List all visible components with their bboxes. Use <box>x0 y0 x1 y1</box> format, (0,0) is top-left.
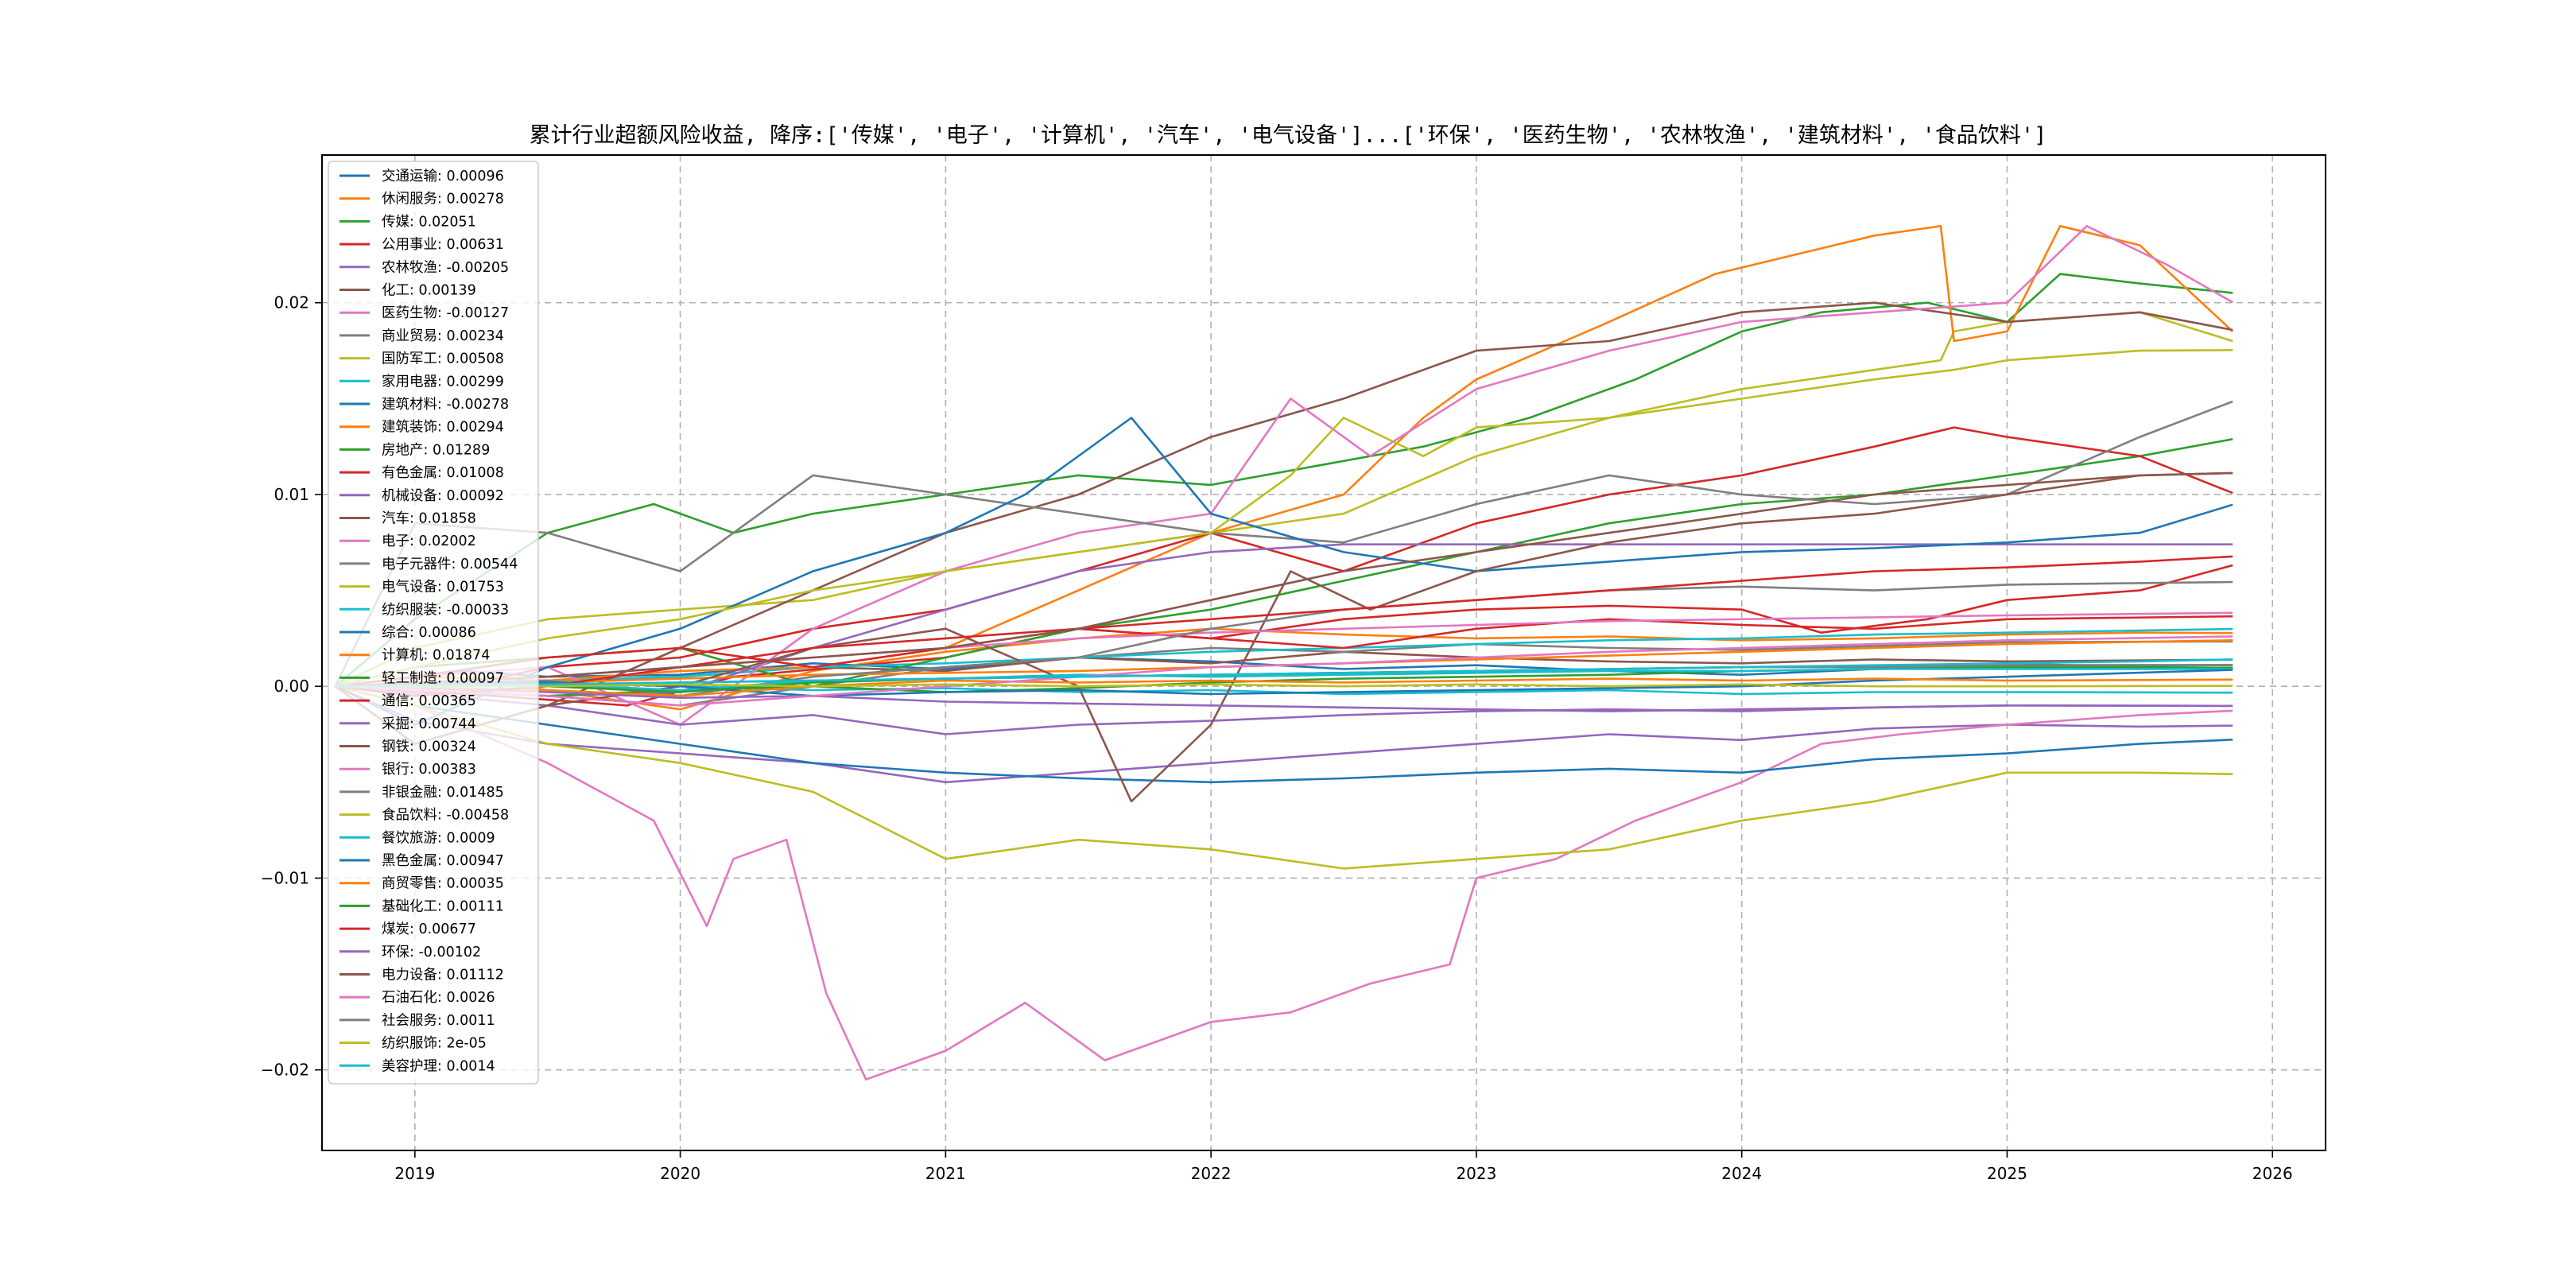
legend-entry: 非银金融: 0.01485 <box>382 785 504 801</box>
series-line-11 <box>335 225 2234 688</box>
legend-entry: 农林牧渔: -0.00205 <box>382 260 509 276</box>
series-line-18 <box>335 685 2233 870</box>
series-line-33 <box>335 555 2233 697</box>
series-line-39 <box>335 658 2233 688</box>
y-tick-label: 0.00 <box>274 677 309 696</box>
legend-entry: 餐饮旅游: 0.0009 <box>382 830 495 846</box>
legend-entry: 机械设备: 0.00092 <box>382 488 504 504</box>
x-tick-label: 2025 <box>1987 1164 2027 1183</box>
legend-entry: 交通运输: 0.00096 <box>382 169 504 184</box>
y-tick-label: 0.01 <box>274 485 309 504</box>
legend-entry: 轻工制造: 0.00097 <box>382 670 504 686</box>
legend-entry: 商业贸易: 0.00234 <box>382 328 504 344</box>
series-line-35 <box>335 471 2233 688</box>
x-tick-label: 2023 <box>1456 1164 1496 1183</box>
legend-entry: 电子: 0.02002 <box>382 533 476 549</box>
legend-box <box>328 161 539 1084</box>
legend-entry: 医药生物: -0.00127 <box>382 305 509 321</box>
plot-frame <box>321 154 2326 1151</box>
legend-entry: 综合: 0.00086 <box>382 625 476 641</box>
series-lines <box>334 225 2234 1080</box>
legend-entry: 计算机: 0.01874 <box>382 648 490 664</box>
x-tick-label: 2026 <box>2252 1164 2293 1183</box>
y-tick-label: −0.02 <box>261 1061 309 1080</box>
series-line-27 <box>335 580 2233 697</box>
legend-entry: 食品饮料: -0.00458 <box>382 808 509 824</box>
legend-entry: 石油石化: 0.0026 <box>382 990 495 1006</box>
legend-entry: 汽车: 0.01858 <box>382 511 476 527</box>
legend-entry: 电气设备: 0.01753 <box>382 580 504 596</box>
x-tick-label: 2019 <box>394 1164 435 1183</box>
x-tick-label: 2021 <box>925 1164 966 1183</box>
legend-entry: 休闲服务: 0.00278 <box>382 192 504 208</box>
series-line-28 <box>335 349 2233 688</box>
series-line-8 <box>335 311 2233 688</box>
series-line-16 <box>335 225 2233 726</box>
series-line-4 <box>335 685 2233 784</box>
axes: 2019 2020 2021 2022 2023 2024 2025 2026 −0.02 −0.… <box>261 293 2293 1183</box>
series-line-9 <box>335 627 2233 688</box>
legend-entry: 房地产: 0.01289 <box>382 442 490 458</box>
legend-entry: 美容护理: 0.0014 <box>382 1058 495 1074</box>
series-line-34 <box>335 685 2233 712</box>
legend-entry: 采掘: 0.00744 <box>382 716 476 732</box>
series-line-36 <box>335 635 2233 707</box>
legend-entry: 煤炭: 0.00677 <box>382 921 476 937</box>
legend-entry: 有色金属: 0.01008 <box>382 465 504 481</box>
legend-entry: 建筑材料: -0.00278 <box>382 397 509 413</box>
y-tick-label: −0.01 <box>261 868 309 887</box>
x-tick-label: 2020 <box>660 1164 700 1183</box>
legend-entry: 通信: 0.00365 <box>382 693 476 709</box>
legend-entry: 电力设备: 0.01112 <box>382 968 504 983</box>
legend: 交通运输: 0.00096 休闲服务: 0.00278 传媒: 0.02051 公用事… <box>328 161 539 1084</box>
legend-entry: 钢铁: 0.00324 <box>382 739 476 755</box>
legend-entry: 社会服务: 0.0011 <box>382 1013 495 1029</box>
legend-entry: 纺织服饰: 2e-05 <box>382 1036 487 1052</box>
x-tick-label: 2024 <box>1721 1164 1762 1183</box>
legend-entry: 黑色金属: 0.00947 <box>382 853 504 869</box>
chart-title: 累计行业超额风险收益, 降序:['传媒', '电子', '计算机', '汽车',… <box>530 123 2047 148</box>
series-line-30 <box>335 669 2233 697</box>
series-line-23 <box>335 615 2233 688</box>
series-line-20 <box>335 417 2233 726</box>
legend-entry: 电子元器件: 0.00544 <box>382 557 518 572</box>
legend-entry: 基础化工: 0.00111 <box>382 898 504 914</box>
x-tick-label: 2022 <box>1191 1164 1232 1183</box>
legend-entry: 家用电器: 0.00299 <box>382 374 504 390</box>
legend-entry: 公用事业: 0.00631 <box>382 237 504 253</box>
legend-entry: 环保: -0.00102 <box>382 945 481 960</box>
series-line-38 <box>335 683 2233 688</box>
legend-entry: 传媒: 0.02051 <box>382 214 476 230</box>
legend-entry: 建筑装饰: 0.00294 <box>382 420 504 436</box>
series-line-17 <box>334 400 2233 687</box>
series-line-10 <box>335 685 2233 784</box>
legend-entry: 商贸零售: 0.00035 <box>382 876 504 892</box>
legend-entry: 银行: 0.00383 <box>382 762 476 778</box>
y-tick-label: 0.02 <box>274 293 309 312</box>
series-line-31 <box>335 677 2233 697</box>
legend-entry: 化工: 0.00139 <box>382 283 476 299</box>
series-line-6 <box>335 685 2233 1080</box>
legend-entry: 纺织服装: -0.00033 <box>382 602 509 618</box>
legend-entry: 国防军工: 0.00508 <box>382 351 504 367</box>
